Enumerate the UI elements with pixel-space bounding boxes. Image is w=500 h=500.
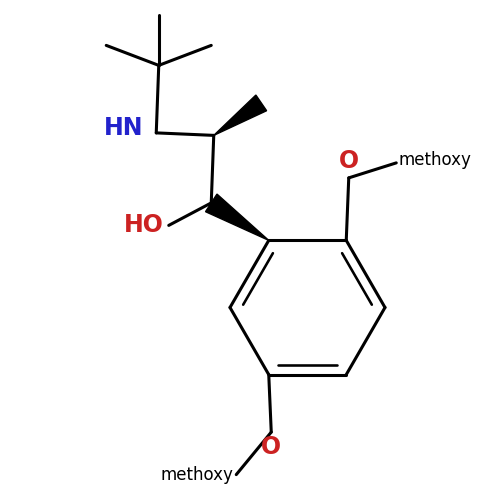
Polygon shape xyxy=(214,95,266,136)
Text: O: O xyxy=(338,149,359,173)
Text: HN: HN xyxy=(104,116,144,140)
Text: methoxy: methoxy xyxy=(399,152,471,170)
Polygon shape xyxy=(206,194,269,240)
Text: O: O xyxy=(261,434,281,458)
Text: HO: HO xyxy=(124,214,164,238)
Text: methoxy: methoxy xyxy=(161,466,234,483)
